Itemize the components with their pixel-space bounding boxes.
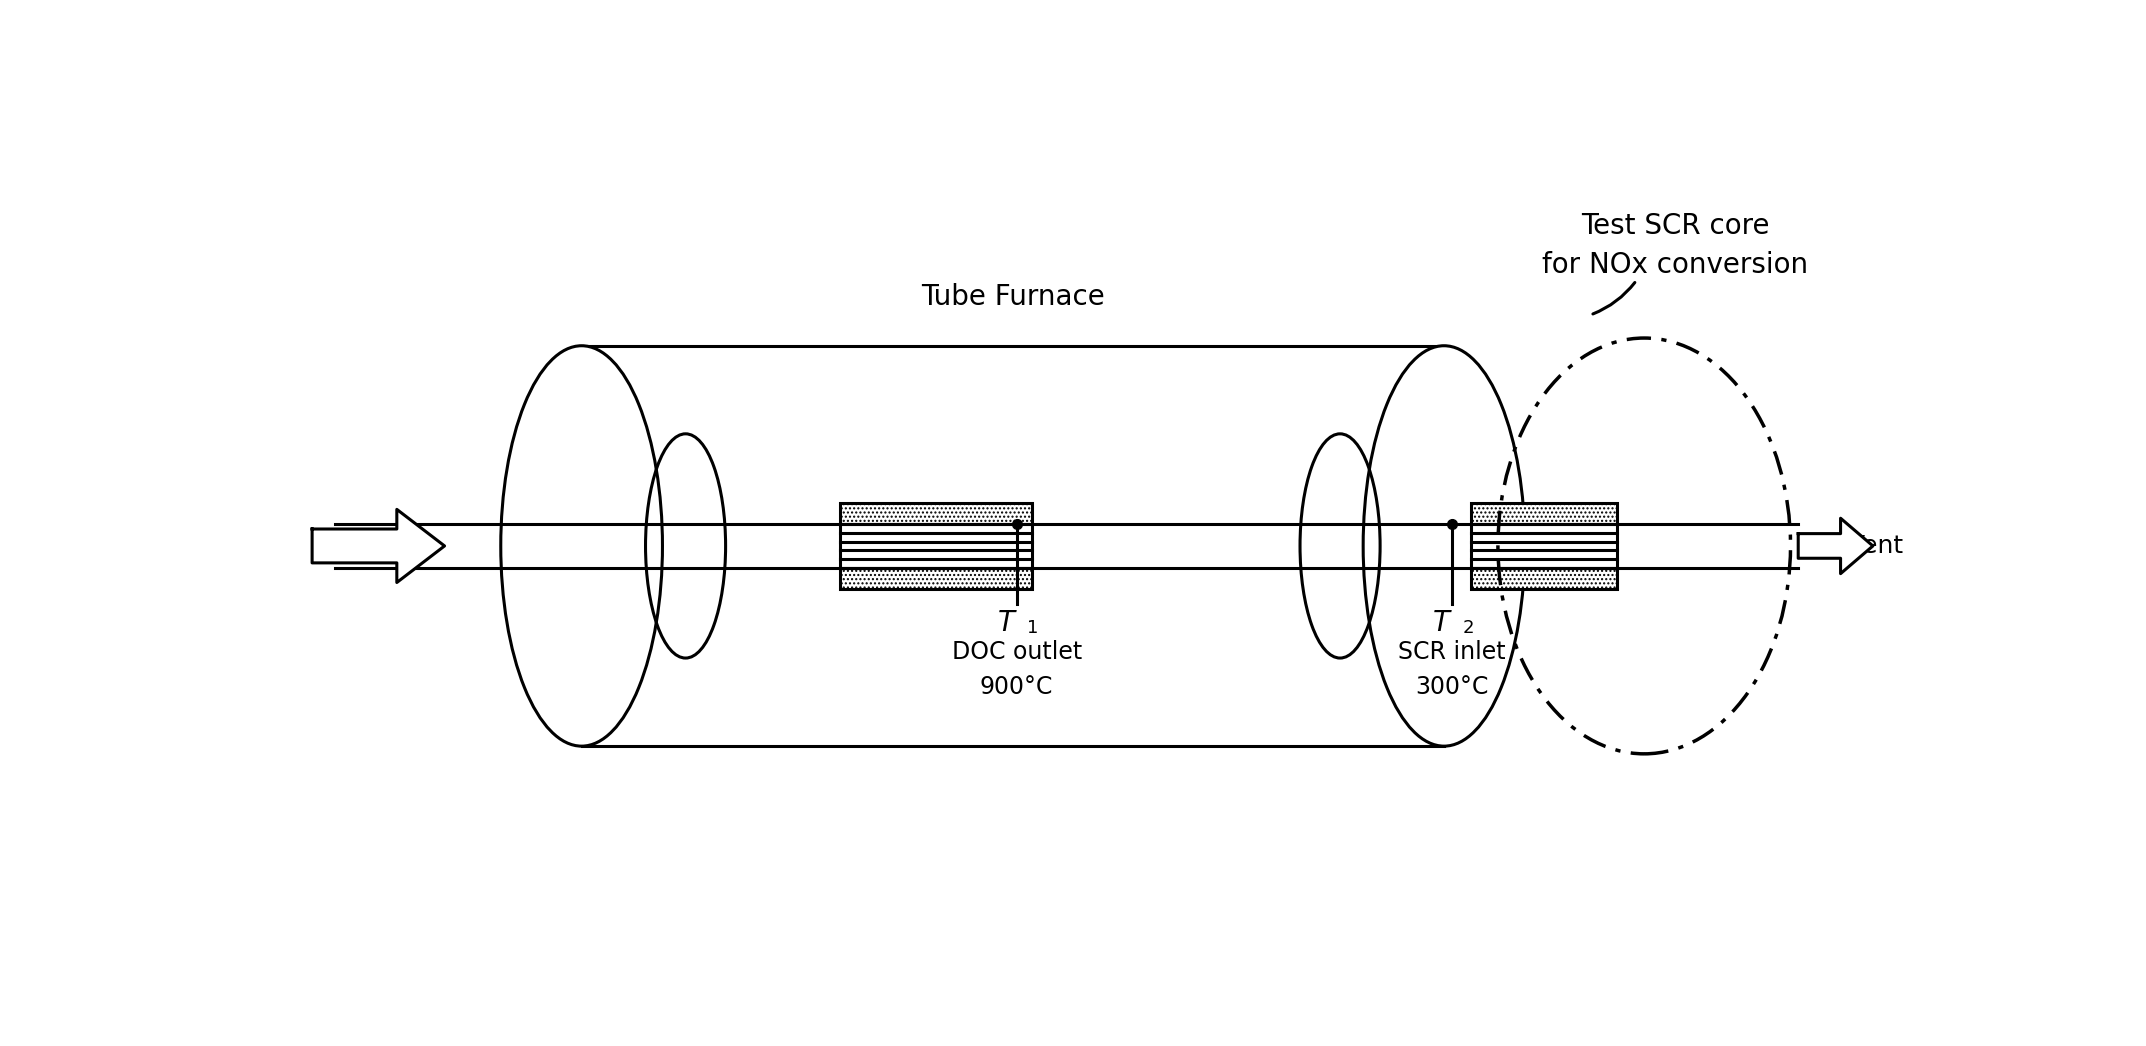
Bar (1470, 503, 1618, 524)
Text: 300°C: 300°C (1414, 676, 1489, 700)
Ellipse shape (500, 346, 663, 746)
Text: 2: 2 (1461, 619, 1474, 637)
Text: 900°C: 900°C (981, 676, 1054, 700)
Bar (839, 568, 1032, 589)
Bar (1470, 568, 1618, 589)
Text: T: T (998, 609, 1015, 637)
Bar (839, 524, 1032, 568)
Bar (1470, 524, 1618, 568)
Bar (839, 503, 1032, 524)
Text: 1: 1 (1028, 619, 1039, 637)
Text: Tube Furnace: Tube Furnace (921, 283, 1105, 311)
Text: SCR inlet: SCR inlet (1397, 640, 1506, 664)
Text: T: T (1434, 609, 1451, 637)
Bar (1470, 524, 1618, 568)
Text: for NOx conversion: for NOx conversion (1543, 251, 1809, 279)
Text: Vent: Vent (1848, 533, 1904, 558)
Ellipse shape (1363, 346, 1526, 746)
Bar (582, 346, 1444, 746)
Polygon shape (1798, 518, 1873, 573)
Text: Test SCR core: Test SCR core (1582, 212, 1768, 241)
Polygon shape (311, 509, 444, 583)
Bar (839, 524, 1032, 568)
Text: DOC outlet: DOC outlet (951, 640, 1082, 664)
